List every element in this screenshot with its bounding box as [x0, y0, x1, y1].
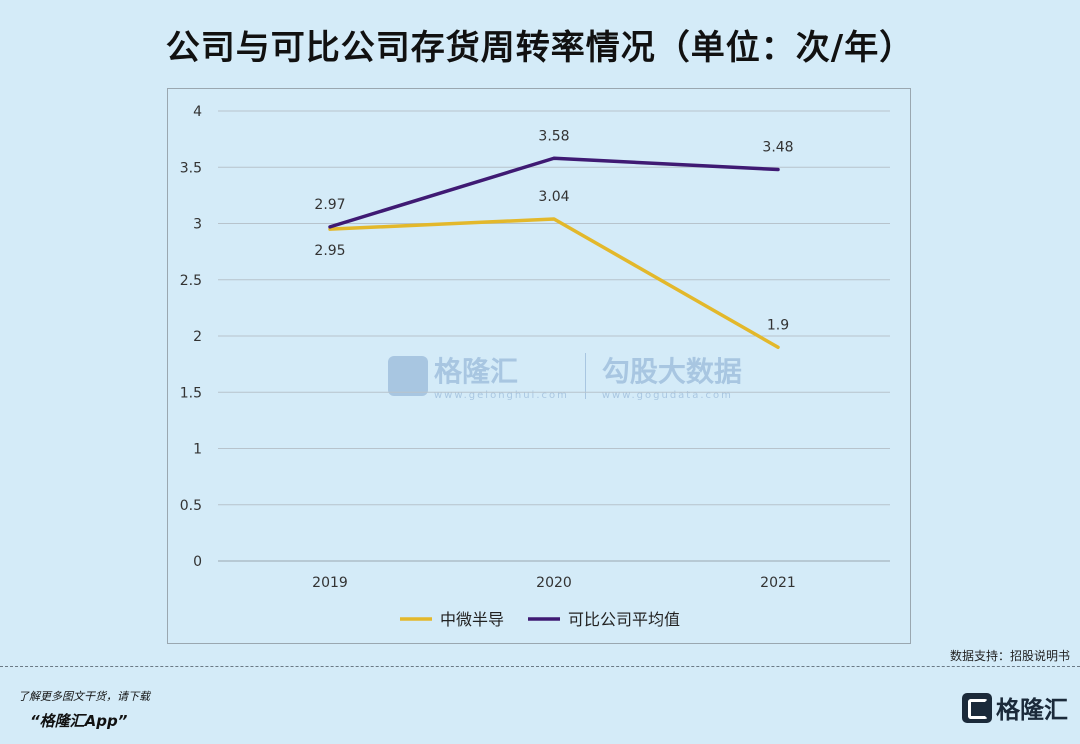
- y-tick-label: 1.5: [180, 385, 202, 401]
- x-tick-label: 2019: [312, 575, 348, 591]
- data-point: [552, 217, 556, 221]
- data-label: 1.9: [767, 317, 789, 333]
- data-label: 3.04: [538, 189, 569, 205]
- watermark: 格隆汇 www.gelonghui.com 勾股大数据 www.gogudata…: [388, 350, 742, 401]
- data-point: [328, 225, 332, 229]
- data-label: 2.97: [314, 197, 345, 213]
- logo-text: 格隆汇: [996, 696, 1068, 724]
- data-point: [776, 168, 780, 171]
- data-label: 3.48: [762, 140, 793, 156]
- y-tick-label: 2: [193, 329, 202, 345]
- y-tick-label: 4: [193, 104, 202, 120]
- series-line: [328, 217, 780, 349]
- y-tick-label: 1: [193, 442, 202, 458]
- logo-icon: [962, 692, 992, 723]
- y-tick-label: 0.5: [180, 498, 202, 514]
- divider: [0, 666, 1080, 667]
- watermark-brand-url: www.gelonghui.com: [434, 390, 569, 401]
- y-tick-label: 3: [193, 217, 202, 233]
- footer-promo: 了解更多图文干货，请下载: [18, 690, 150, 703]
- chart-title: 公司与可比公司存货周转率情况（单位：次/年）: [165, 28, 915, 68]
- legend-label: 中微半导: [440, 610, 504, 629]
- data-point: [776, 345, 780, 349]
- footer-app-name: “格隆汇App”: [30, 712, 128, 730]
- y-tick-label: 2.5: [180, 273, 202, 289]
- watermark-right: 勾股大数据: [601, 355, 742, 388]
- chart-frame: 0 0.5 1 1.5 2 2.5 3 3.5 4 2019 2020 2021 2.95 3.04 1.9…: [167, 88, 911, 644]
- x-tick-label: 2021: [760, 575, 796, 591]
- brand-logo: 格隆汇: [962, 690, 1068, 725]
- data-source: 数据支持：招股说明书: [949, 649, 1070, 663]
- watermark-right-url: www.gogudata.com: [601, 390, 733, 401]
- line-chart: 0 0.5 1 1.5 2 2.5 3 3.5 4 2019 2020 2021 2.95 3.04 1.9…: [180, 104, 890, 629]
- watermark-brand: 格隆汇: [434, 355, 519, 388]
- legend-label: 可比公司平均值: [568, 610, 680, 629]
- y-tick-label: 3.5: [180, 160, 202, 176]
- data-label: 3.58: [538, 128, 569, 144]
- watermark-logo-icon: [388, 355, 428, 396]
- watermark-separator: [584, 352, 586, 399]
- data-point: [552, 156, 556, 160]
- x-tick-label: 2020: [536, 575, 572, 591]
- y-tick-label: 0: [193, 554, 202, 570]
- data-label: 2.95: [314, 243, 345, 259]
